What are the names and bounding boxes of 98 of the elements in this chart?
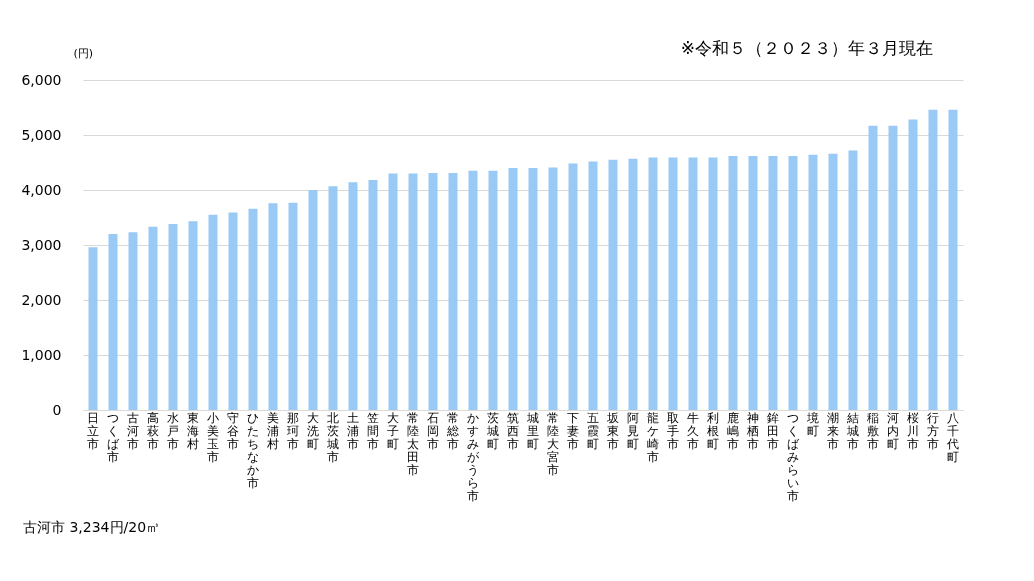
- bar: [208, 214, 218, 410]
- x-tick-label: 八千代町: [946, 410, 959, 464]
- x-tick-label: 下妻市: [567, 410, 579, 451]
- y-tick-label: 4,000: [21, 181, 62, 198]
- x-tick-label: 大洗町: [307, 410, 319, 451]
- x-tick-label: 結城市: [846, 410, 859, 451]
- bar: [828, 153, 838, 410]
- bar: [348, 182, 358, 410]
- bar: [428, 172, 438, 410]
- bar: [368, 180, 378, 410]
- x-tick-label: 石岡市: [427, 410, 439, 451]
- bar: [508, 168, 518, 410]
- bar: [888, 125, 898, 410]
- bar: [588, 161, 598, 410]
- y-tick-label: 5,000: [21, 126, 62, 143]
- bar: [708, 157, 718, 410]
- x-tick-label: 東海村: [186, 410, 199, 451]
- bar: [468, 170, 478, 410]
- bar: [248, 208, 258, 410]
- x-tick-label: 坂東市: [606, 410, 619, 451]
- x-tick-label: つくばみらい市: [787, 410, 800, 503]
- x-tick-label: 阿見町: [627, 410, 639, 451]
- bar: [908, 119, 918, 410]
- bar: [948, 109, 958, 410]
- bar: [548, 167, 558, 410]
- x-tick-label: 守谷市: [227, 410, 239, 451]
- x-tick-label: 北茨城市: [326, 410, 339, 464]
- bar: [168, 224, 178, 410]
- bar: [88, 247, 98, 410]
- bar: [748, 155, 758, 410]
- x-tick-label: 常陸太田市: [407, 410, 419, 477]
- x-tick-label: 城里町: [526, 410, 539, 451]
- x-tick-label: 鹿嶋市: [727, 410, 739, 451]
- x-tick-label: ひたちなか市: [247, 410, 259, 490]
- x-tick-label: 常陸大宮市: [547, 410, 559, 477]
- bar: [188, 221, 198, 410]
- bar: [148, 226, 158, 410]
- x-tick-label: 桜川市: [907, 410, 919, 451]
- bar: [728, 155, 738, 410]
- x-tick-label: 潮来市: [827, 410, 839, 451]
- bar: [328, 186, 338, 410]
- x-tick-label: 大子町: [387, 410, 399, 451]
- text: 古河市 3,234円/20㎥: [23, 519, 161, 535]
- bar: [288, 202, 298, 410]
- bar: [268, 203, 278, 410]
- bar: [488, 170, 498, 410]
- x-tick-label: 土浦市: [347, 410, 359, 451]
- bar: [848, 150, 858, 410]
- bar: [808, 154, 818, 410]
- x-tick-label: 五霞町: [587, 410, 599, 451]
- x-tick-label: 神栖市: [746, 410, 759, 451]
- bar: [788, 155, 798, 410]
- bar: [228, 212, 238, 410]
- bar: [388, 173, 398, 410]
- x-tick-label: 境町: [806, 410, 819, 438]
- bar: [668, 157, 678, 410]
- y-axis-title: (円): [73, 46, 94, 60]
- x-tick-label: 取手市: [667, 410, 679, 451]
- bar: [628, 158, 638, 410]
- bar: [528, 168, 538, 410]
- x-tick-label: 龍ケ崎市: [647, 410, 659, 464]
- x-tick-label: 日立市: [87, 410, 99, 451]
- bar: [648, 157, 658, 410]
- x-tick-label: 牛久市: [687, 410, 699, 451]
- x-tick-label: 河内町: [887, 410, 899, 451]
- text: ※令和５（２０２３）年３月現在: [680, 38, 933, 58]
- x-tick-label: 笠間市: [367, 410, 379, 451]
- x-tick-label: 茨城町: [486, 410, 499, 451]
- bar: [308, 190, 318, 410]
- x-tick-label: 美浦村: [266, 410, 279, 451]
- x-tick-label: 古河市: [127, 410, 139, 451]
- x-tick-label: 高萩市: [147, 410, 159, 451]
- x-tick-label: 鉾田市: [767, 410, 779, 451]
- y-tick-label: 2,000: [21, 291, 62, 308]
- x-tick-label: 行方市: [927, 410, 939, 451]
- x-tick-label: 那珂市: [287, 410, 299, 451]
- bar: [688, 157, 698, 410]
- x-tick-label: 利根町: [707, 410, 719, 451]
- bar: [928, 109, 938, 410]
- x-tick-label: かすみがうら市: [467, 410, 480, 503]
- bar: [408, 173, 418, 410]
- y-tick-label: 3,000: [21, 236, 62, 253]
- bar: [768, 155, 778, 410]
- bar: [868, 125, 878, 410]
- x-tick-label: 筑西市: [507, 410, 519, 451]
- y-tick-label: 6,000: [21, 71, 62, 88]
- x-tick-label: 小美玉市: [207, 410, 219, 464]
- x-tick-label: 水戸市: [167, 410, 179, 451]
- y-tick-label: 0: [52, 401, 62, 418]
- bar: [108, 234, 118, 410]
- y-tick-label: 1,000: [21, 346, 62, 363]
- x-tick-label: 常総市: [446, 410, 459, 451]
- x-tick-label: つくば市: [107, 410, 120, 464]
- bar: [448, 172, 458, 410]
- bar: [568, 163, 578, 410]
- bar: [128, 232, 138, 410]
- x-tick-label: 稲敷市: [867, 410, 879, 451]
- bar: [608, 159, 618, 410]
